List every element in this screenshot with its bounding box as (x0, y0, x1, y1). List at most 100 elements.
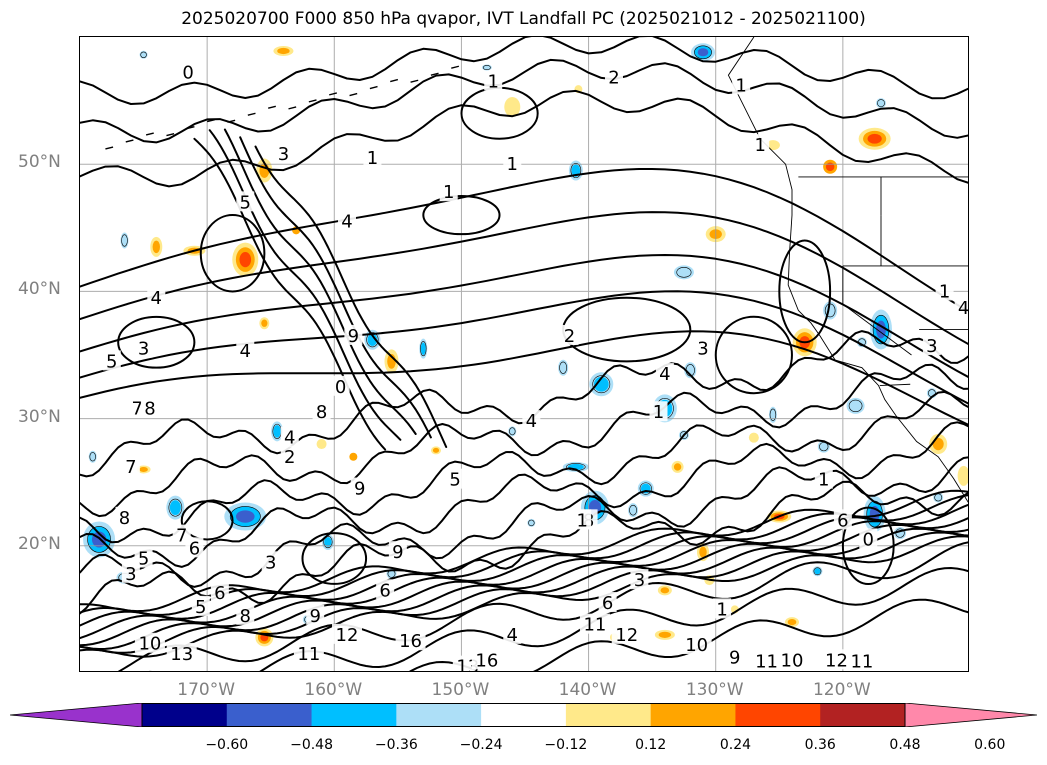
anomaly-patch (152, 240, 160, 254)
contour-label-bg (312, 401, 331, 422)
ivt-contour-line (80, 330, 968, 478)
anomaly-patch (932, 437, 944, 451)
map-title: 2025020700 F000 850 hPa qvapor, IVT Land… (181, 9, 866, 29)
ivt-contour-line (80, 89, 968, 188)
ivt-contour-line (80, 254, 968, 378)
island (308, 99, 317, 103)
anomaly-outline (813, 567, 822, 576)
contour-label: 5 (449, 470, 460, 491)
contour-label: 1 (367, 148, 378, 169)
contour-label: 4 (958, 298, 969, 319)
contour-label-bg (179, 61, 198, 82)
latitude-label: 30°N (18, 406, 61, 427)
contour-label-bg (236, 340, 255, 361)
contour-label-bg (274, 143, 293, 164)
colorbar-tick-label: 0.12 (635, 737, 667, 753)
contour-label: 4 (659, 364, 670, 385)
colorbar-tick-label: 0.60 (974, 737, 1006, 753)
contour-label: 1 (735, 75, 746, 96)
contour-label-bg (134, 547, 153, 568)
contour-label: 5 (138, 549, 149, 570)
contour-label-bg (102, 350, 121, 371)
anomaly-patch (814, 568, 821, 575)
contour-label: 8 (144, 398, 155, 419)
ivt-contour-loop (714, 315, 793, 395)
anomaly-patch (697, 48, 709, 57)
contour-label-bg (611, 623, 642, 644)
ivt-contour-line (208, 129, 402, 441)
contour-label-bg (261, 551, 280, 572)
colorbar-extend-max (904, 702, 1038, 728)
anomaly-outline (629, 504, 637, 516)
map-panel[interactable]: 1211031115443423441143787595817685365891… (79, 36, 969, 672)
contour-label-bg (751, 650, 782, 671)
colorbar-swatch (735, 703, 821, 727)
colorbar-tick-label: 0.48 (889, 737, 921, 753)
island (186, 125, 195, 130)
contour-label: 9 (729, 648, 740, 669)
colorbar-outline (141, 703, 906, 727)
contour-label-bg (395, 630, 426, 651)
anomaly-outline (769, 408, 777, 421)
colorbar-extend-min (9, 702, 143, 728)
contour-label-bg (210, 581, 229, 602)
anomaly-outline (509, 427, 516, 436)
ivt-contour-line (408, 598, 968, 671)
colorbar-tick-label: −0.12 (544, 737, 588, 753)
island (206, 119, 215, 123)
contour-label-bg (293, 642, 324, 663)
contour-label-bg (191, 595, 210, 616)
contour-label-bg (503, 623, 522, 644)
anomaly-outline (168, 498, 183, 517)
contour-label-bg (655, 363, 674, 384)
latitude-label: 20°N (18, 533, 61, 554)
anomaly-outline (592, 375, 611, 394)
contour-label-bg (332, 623, 362, 644)
anomaly-outline (872, 314, 890, 345)
border-line (879, 383, 911, 386)
contour-label: 1 (716, 599, 727, 620)
anomaly-outline (420, 341, 427, 357)
contour-label: 4 (341, 211, 352, 232)
contour-label: 3 (278, 144, 289, 165)
ivt-contour-line (80, 421, 968, 568)
anomaly-patch (324, 537, 332, 547)
ivt-contour-line (80, 390, 968, 544)
contour-label: 1 (487, 72, 498, 93)
ivt-contour-line (80, 523, 968, 647)
anomaly-patch (699, 546, 707, 558)
contour-label-bg (134, 632, 165, 653)
island (166, 132, 175, 137)
colorbar-swatch (481, 703, 567, 727)
contour-label-bg (376, 579, 395, 600)
colorbar-tick-label: −0.48 (290, 737, 333, 753)
contour-label: 7 (131, 398, 142, 419)
latitude-label: 50°N (18, 152, 61, 173)
anomaly-patch (420, 342, 426, 355)
island (105, 146, 114, 150)
contour-label: 9 (348, 326, 359, 347)
contour-label: 6 (214, 583, 225, 604)
colorbar-swatch (820, 703, 906, 727)
anomaly-patch (367, 333, 378, 346)
contour-label: 6 (379, 580, 390, 601)
contour-label-bg (605, 66, 623, 87)
ivt-contour-line (80, 58, 968, 144)
island (145, 132, 154, 136)
ivt-contour-line (148, 567, 968, 671)
anomaly-patch (957, 465, 968, 486)
ivt-contour-loop (301, 532, 368, 585)
contour-label-bg (484, 70, 503, 91)
contour-label-bg (236, 604, 255, 625)
anomaly-patch (349, 452, 358, 461)
contour-label-bg (777, 649, 807, 670)
island (329, 92, 337, 96)
island (410, 79, 419, 83)
contour-label: 4 (240, 341, 251, 362)
contour-label: 1 (754, 135, 765, 156)
ivt-contour-line (193, 137, 387, 451)
contour-label: 8 (240, 606, 251, 627)
contour-label: 12 (336, 625, 359, 646)
contour-label-bg (121, 455, 140, 476)
contour-label: 10 (781, 650, 804, 671)
